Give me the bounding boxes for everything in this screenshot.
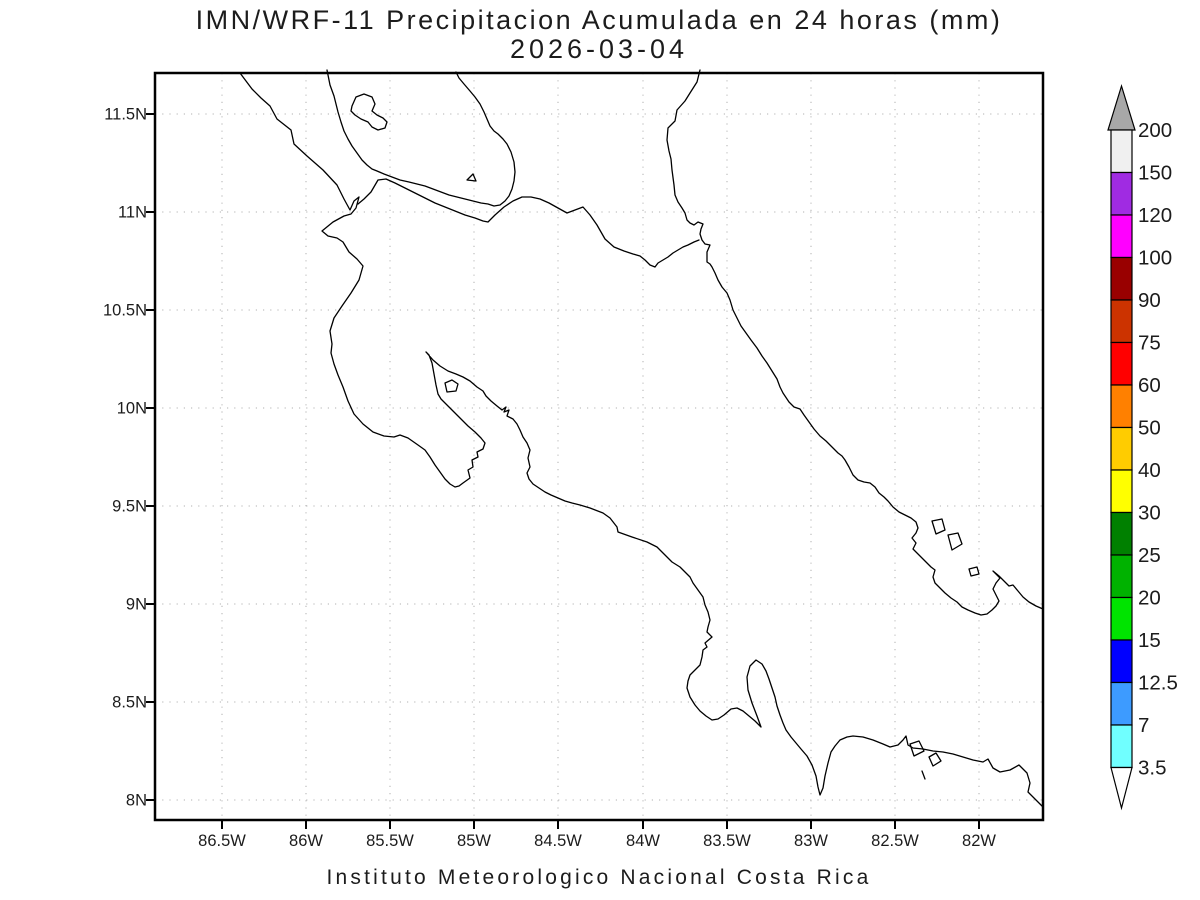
x-tick-label: 85.5W: [366, 832, 414, 850]
pacific-coastline: [239, 72, 1044, 808]
colorbar-level-label: 12.5: [1138, 672, 1178, 695]
x-tick-label: 84.5W: [534, 832, 582, 850]
lake-nicaragua-shore: [326, 69, 516, 207]
x-tick-label: 86.5W: [198, 832, 246, 850]
colorbar-segment: [1110, 596, 1133, 641]
colorbar-level-label: 7: [1138, 714, 1149, 737]
coastline-layer: [239, 69, 1044, 808]
colorbar-segment: [1110, 554, 1133, 599]
colorbar-level-label: 15: [1138, 629, 1161, 652]
colorbar-underflow-arrow: [1110, 766, 1133, 811]
bocas-island-1: [931, 518, 946, 535]
y-tick-label: 9N: [126, 596, 147, 614]
chiriqui-island-2: [928, 752, 942, 767]
y-tick-label: 10.5N: [103, 302, 147, 320]
y-tick-label: 8.5N: [112, 694, 147, 712]
colorbar-level-label: 20: [1138, 587, 1161, 610]
y-tick-label: 8N: [126, 792, 147, 810]
colorbar-level-label: 30: [1138, 502, 1161, 525]
colorbar-level-label: 25: [1138, 544, 1161, 567]
colorbar-segment: [1110, 171, 1133, 216]
colorbar-segment: [1110, 341, 1133, 386]
y-tick-label: 9.5N: [112, 498, 147, 516]
x-tick-label: 86W: [289, 832, 323, 850]
chira-island: [444, 379, 459, 393]
colorbar-segment: [1110, 129, 1133, 174]
colorbar-segment: [1110, 384, 1133, 429]
colorbar-segment: [1110, 299, 1133, 344]
colorbar-segment: [1110, 256, 1133, 301]
y-tick-label: 11.5N: [104, 106, 147, 124]
ometepe-island: [350, 93, 388, 131]
colorbar: 200 150 120 100 90 75 60 50 40 30 25 20 15 12.5 7 3.5: [1107, 83, 1178, 811]
colorbar-overflow-arrow: [1107, 83, 1136, 131]
chiriqui-island-1: [909, 740, 925, 757]
colorbar-segment: [1110, 469, 1133, 514]
x-tick-label: 85W: [457, 832, 491, 850]
axis-layer: 86.5W 86W 85.5W 85W 84.5W 84W 83.5W 83W 82.5W 82W…: [103, 106, 996, 851]
chart-title: IMN/WRF-11 Precipitacion Acumulada en 24…: [196, 5, 1003, 35]
x-tick-label: 82W: [962, 832, 996, 850]
colorbar-level-label: 100: [1138, 247, 1172, 270]
colorbar-segment: [1110, 724, 1133, 769]
colorbar-level-label: 40: [1138, 459, 1161, 482]
map-frame: [153, 71, 1045, 822]
caribbean-coastline: [666, 69, 1044, 616]
x-tick-label: 84W: [626, 832, 660, 850]
colorbar-segment: [1110, 639, 1133, 684]
colorbar-segment: [1110, 214, 1133, 259]
colorbar-level-label: 90: [1138, 289, 1161, 312]
colorbar-level-label: 60: [1138, 374, 1161, 397]
colorbar-segment: [1110, 426, 1133, 471]
colorbar-level-label: 120: [1138, 204, 1172, 227]
chart-date-subtitle: 2026-03-04: [510, 34, 688, 64]
colorbar-segment: [1110, 511, 1133, 556]
colorbar-level-label: 3.5: [1138, 757, 1167, 780]
bocas-island-3: [968, 566, 980, 577]
islet-mark-chiriqui: [921, 770, 926, 780]
x-tick-label: 83.5W: [703, 832, 751, 850]
x-tick-label: 83W: [794, 832, 828, 850]
bocas-island-2: [947, 532, 963, 551]
nicaragua-border-san-juan-river: [357, 178, 700, 268]
y-tick-label: 11N: [118, 204, 147, 222]
grid-layer: [155, 73, 1043, 820]
colorbar-level-label: 200: [1138, 119, 1172, 142]
colorbar-segment: [1110, 681, 1133, 726]
colorbar-level-label: 75: [1138, 332, 1161, 355]
zapatera-island: [466, 173, 477, 182]
colorbar-level-label: 50: [1138, 417, 1161, 440]
x-tick-label: 82.5W: [871, 832, 919, 850]
y-tick-label: 10N: [117, 400, 147, 418]
colorbar-level-label: 150: [1138, 162, 1172, 185]
institution-footer-label: Instituto Meteorologico Nacional Costa R…: [327, 866, 872, 889]
